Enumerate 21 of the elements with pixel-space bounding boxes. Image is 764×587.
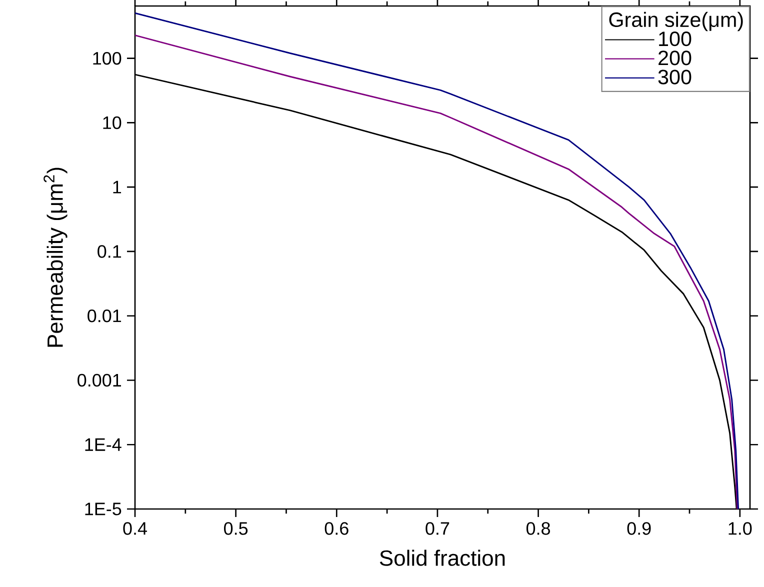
y-tick-label: 1E-5 xyxy=(85,502,122,516)
x-axis-title: Solid fraction xyxy=(380,550,505,566)
x-tick-label: 0.4 xyxy=(123,522,147,535)
legend-label: 300 xyxy=(658,70,692,84)
y-tick-label: 0.01 xyxy=(88,309,122,322)
y-tick-label: 100 xyxy=(93,52,122,65)
y-tick-label: 0.1 xyxy=(98,245,122,258)
legend-label: 200 xyxy=(658,50,692,66)
y-tick-label: 10 xyxy=(103,116,122,130)
legend-title: Grain size(μm) xyxy=(609,12,743,32)
x-tick-label: 0.9 xyxy=(627,522,651,535)
y-tick-label: 0.001 xyxy=(78,374,122,387)
y-tick-label: 1E-4 xyxy=(85,438,122,451)
x-tick-label: 0.5 xyxy=(224,522,248,535)
y-tick-label: 1 xyxy=(113,180,122,194)
x-tick-label: 1.0 xyxy=(728,522,752,535)
legend-label: 100 xyxy=(659,32,692,46)
x-tick-label: 0.6 xyxy=(324,522,348,535)
x-tick-label: 0.8 xyxy=(526,522,550,535)
x-tick-label: 0.7 xyxy=(426,522,450,535)
y-axis-title: Permeability (μm$^{2}$) xyxy=(44,168,68,347)
